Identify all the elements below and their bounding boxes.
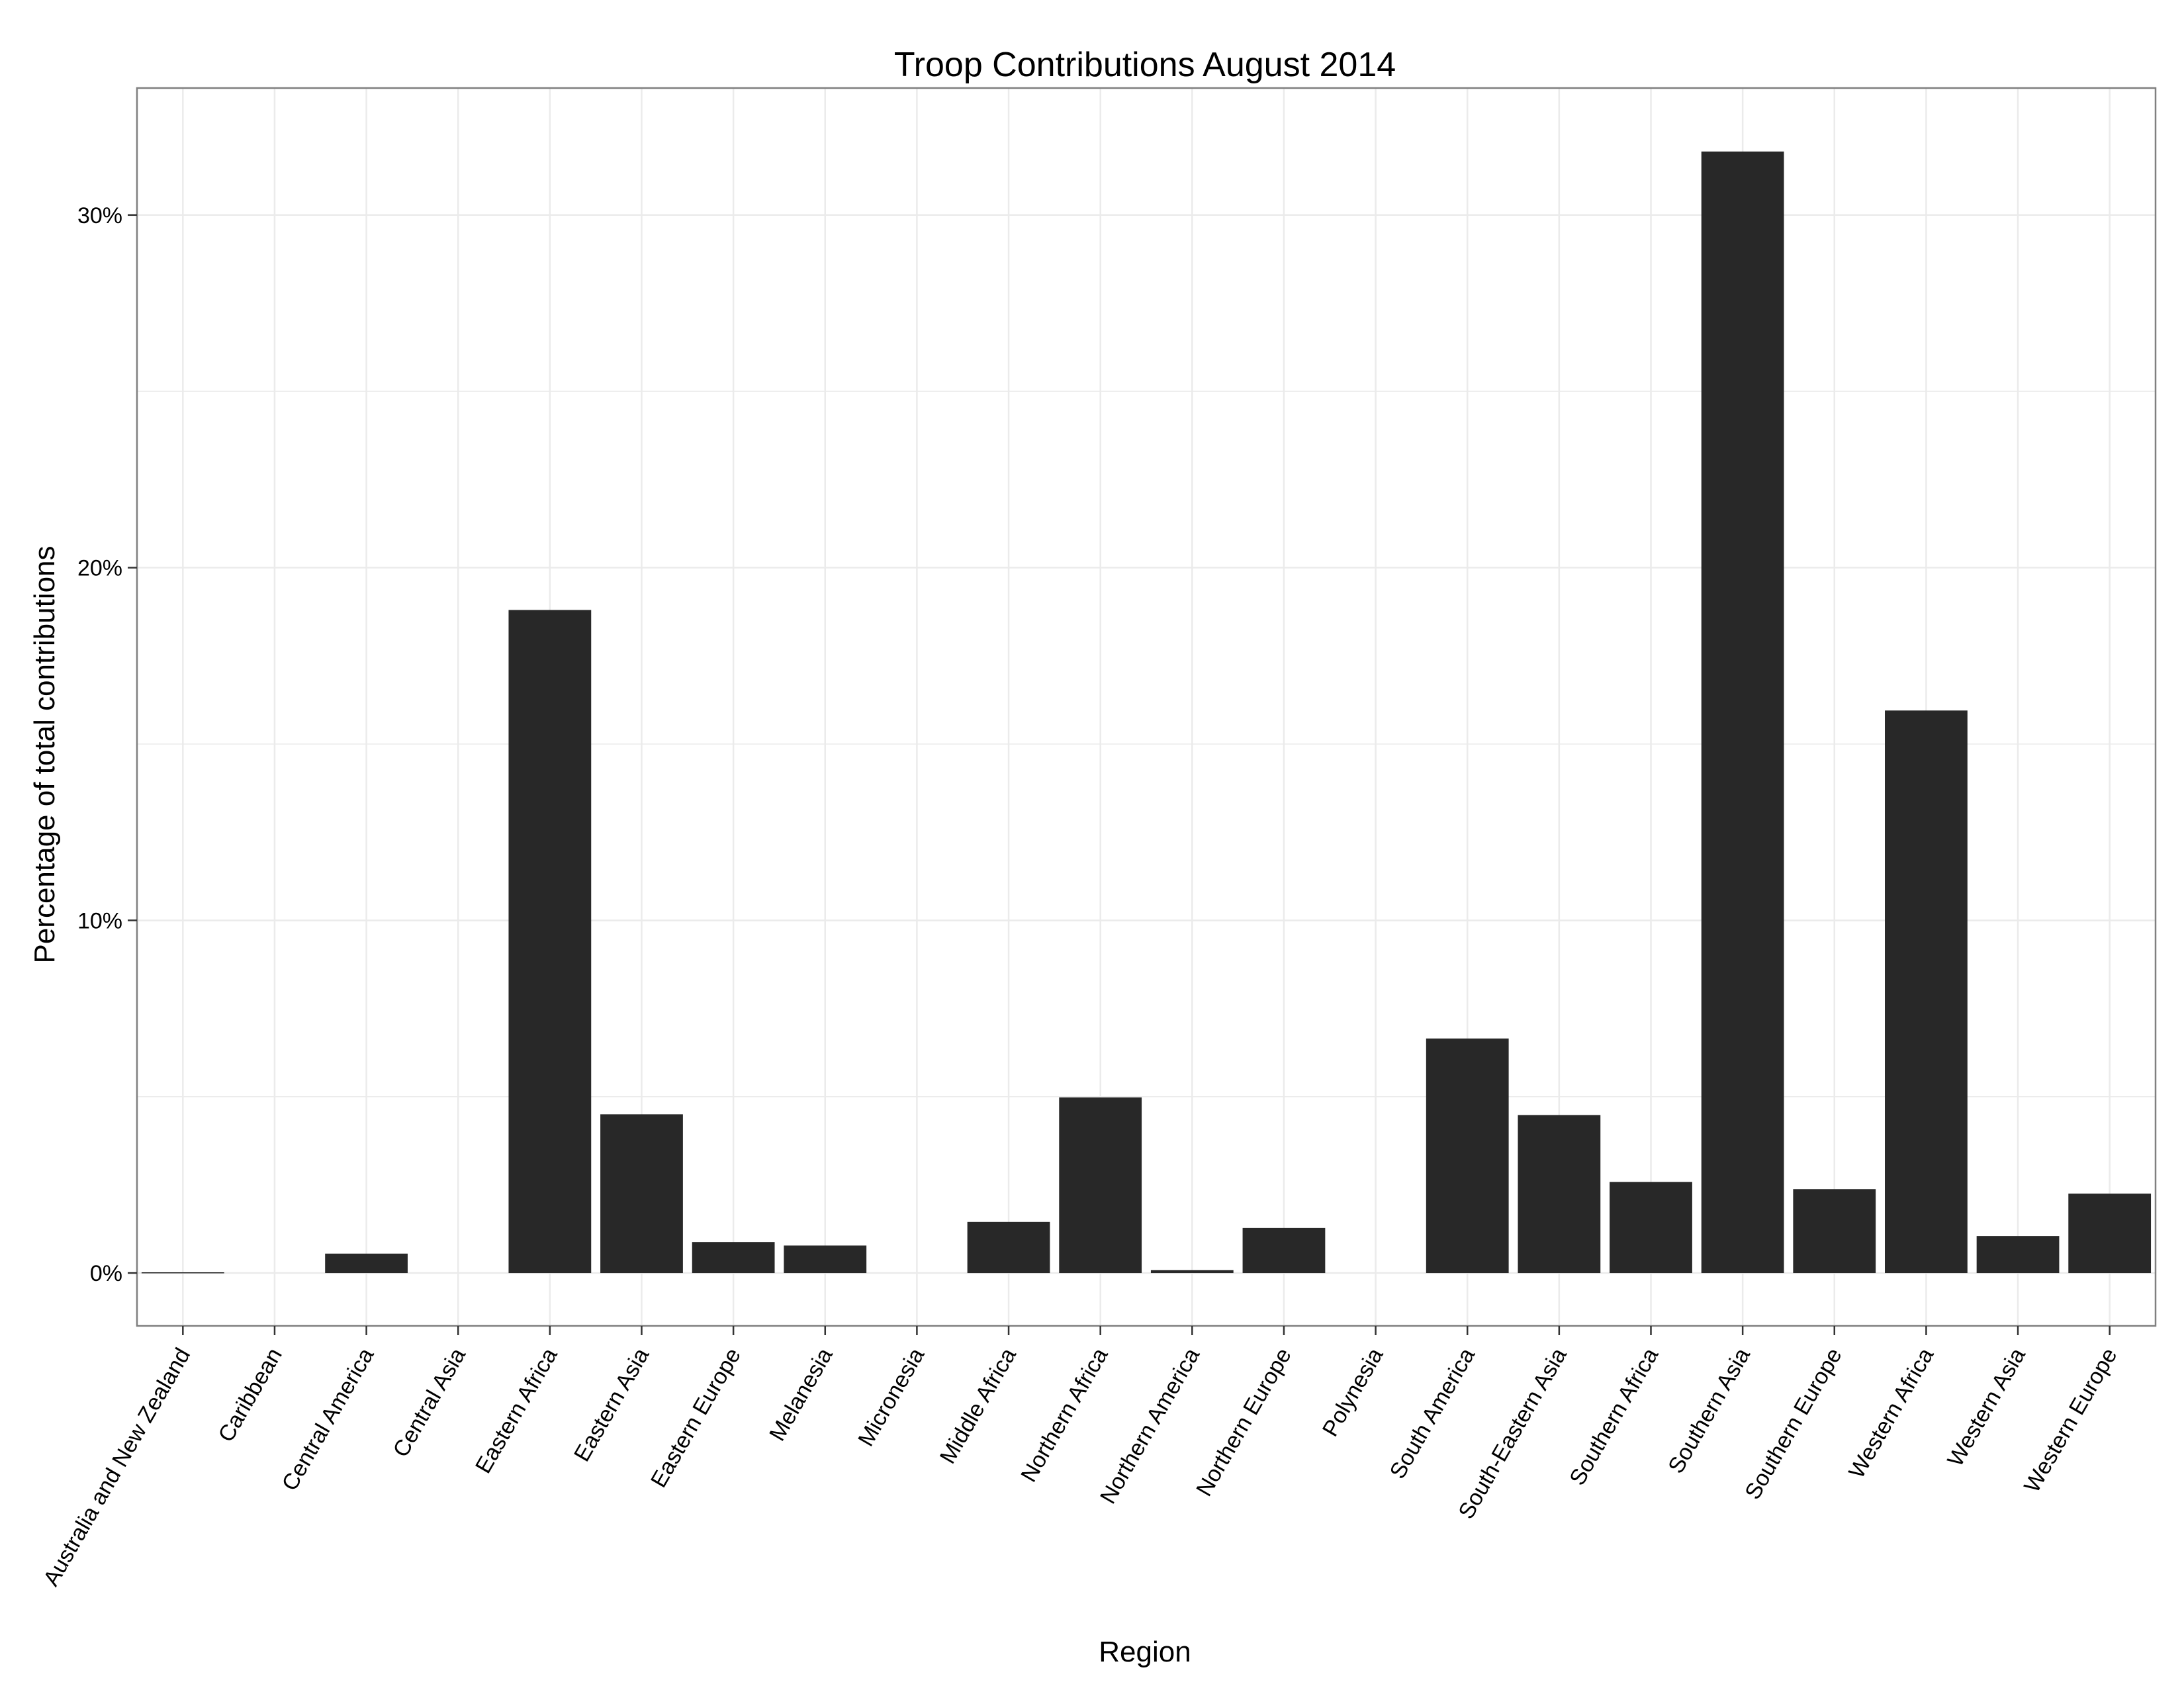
x-tick-label: Melanesia [764, 1344, 837, 1445]
x-tick-label: Central Asia [388, 1344, 471, 1462]
x-tick-label: Micronesia [853, 1344, 929, 1450]
bar [1059, 1097, 1142, 1274]
bar [141, 1272, 224, 1274]
x-tick-label: South America [1385, 1344, 1480, 1483]
panel-border [136, 87, 2157, 1327]
x-tick-label: Central America [277, 1344, 379, 1495]
x-tick-label: Northern America [1095, 1344, 1205, 1508]
x-tick-label: Caribbean [214, 1344, 287, 1446]
bar [1150, 1270, 1234, 1274]
chart-title: Troop Contributions August 2014 [894, 46, 1396, 84]
bar [325, 1253, 408, 1274]
bar [692, 1242, 775, 1274]
x-tick-label: Middle Africa [935, 1344, 1021, 1468]
bar [1610, 1182, 1692, 1274]
bar [784, 1245, 867, 1274]
x-axis-title: Region [1099, 1636, 1191, 1668]
y-tick-label: 20% [77, 556, 122, 581]
x-axis: Australia and New Zealand CaribbeanCentra… [38, 1326, 2122, 1591]
x-tick-label: Southern Asia [1663, 1344, 1755, 1477]
x-tick-label: Australia and New Zealand [38, 1344, 195, 1591]
x-tick-label: Southern Africa [1565, 1344, 1663, 1489]
bar [1793, 1189, 1876, 1274]
y-tick-label: 0% [90, 1261, 122, 1286]
x-tick-label: Southern Europe [1740, 1344, 1846, 1504]
y-tick-label: 30% [77, 203, 122, 228]
x-tick-label: Polynesia [1318, 1344, 1388, 1441]
y-axis: 0% 10% 20% 30% [77, 203, 137, 1286]
bar [1518, 1115, 1601, 1274]
bar [1242, 1227, 1326, 1274]
x-tick-label: Northern Europe [1191, 1344, 1297, 1501]
y-tick-label: 10% [77, 908, 122, 933]
x-tick-label: Eastern Africa [471, 1344, 563, 1477]
bar [508, 610, 592, 1274]
y-axis-title: Percentage of total contributions [28, 545, 61, 963]
bar [1885, 710, 1968, 1274]
grid [137, 88, 2156, 1326]
x-tick-label: Western Europe [2019, 1344, 2122, 1497]
bars [141, 151, 2152, 1274]
x-tick-label: Northern Africa [1016, 1344, 1113, 1486]
x-tick-label: Western Asia [1942, 1344, 2030, 1471]
bar [1426, 1038, 1509, 1274]
bar [967, 1221, 1050, 1274]
bar [1976, 1236, 2060, 1274]
bar [600, 1114, 683, 1274]
x-tick-label: Eastern Asia [569, 1344, 654, 1466]
x-tick-label: Western Africa [1844, 1344, 1938, 1483]
bar [2068, 1194, 2152, 1274]
x-tick-label: Eastern Europe [646, 1344, 746, 1492]
bar [1701, 151, 1784, 1274]
